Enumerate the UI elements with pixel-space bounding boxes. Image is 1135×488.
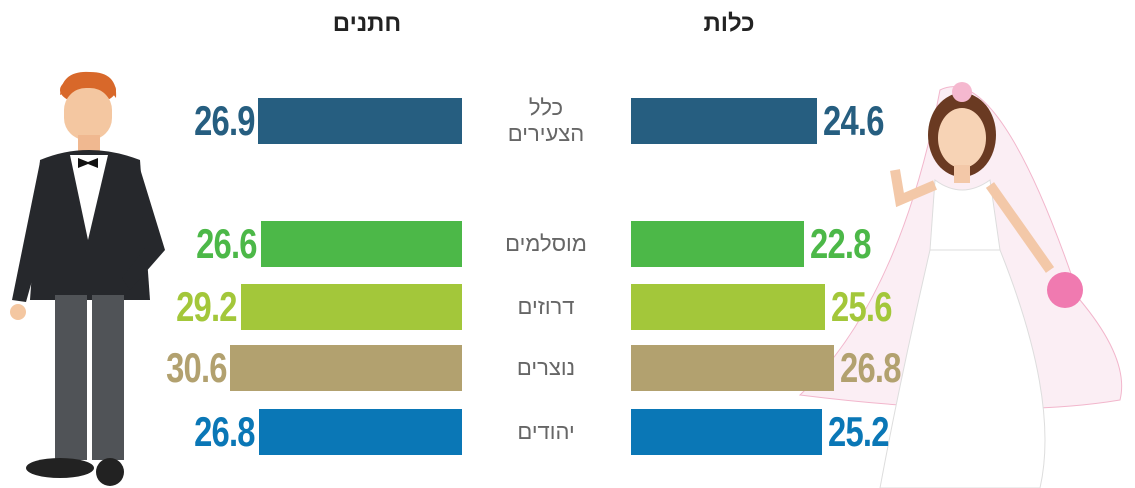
category-label: כלל הצעירים <box>491 91 601 151</box>
category-label: דרוזים <box>491 277 601 337</box>
category-label: נוצרים <box>491 338 601 398</box>
category-label: יהודים <box>491 402 601 462</box>
value-label: 25.2 <box>828 407 928 457</box>
bar <box>631 221 804 267</box>
value-label: 22.8 <box>810 219 910 269</box>
bar <box>631 284 825 330</box>
bar <box>258 98 462 144</box>
value-label: 29.2 <box>137 282 237 332</box>
series-header: חתנים <box>287 10 447 38</box>
value-label: 26.8 <box>155 407 255 457</box>
bar <box>631 345 834 391</box>
value-label: 26.6 <box>157 219 257 269</box>
bar <box>261 221 462 267</box>
value-label: 26.9 <box>154 96 254 146</box>
bar <box>259 409 462 455</box>
category-label: מוסלמים <box>491 214 601 274</box>
value-label: 30.6 <box>126 343 226 393</box>
series-header: כלות <box>649 10 809 38</box>
value-label: 24.6 <box>823 96 923 146</box>
bar <box>631 409 822 455</box>
groom-illustration <box>10 72 165 486</box>
value-label: 26.8 <box>840 343 940 393</box>
infographic: חתנים כלות כלל הצעירים 26.9 24.6 מוסלמים 26.6 2… <box>0 0 1135 488</box>
value-label: 25.6 <box>831 282 931 332</box>
bar <box>241 284 462 330</box>
bar <box>230 345 462 391</box>
bar <box>631 98 817 144</box>
